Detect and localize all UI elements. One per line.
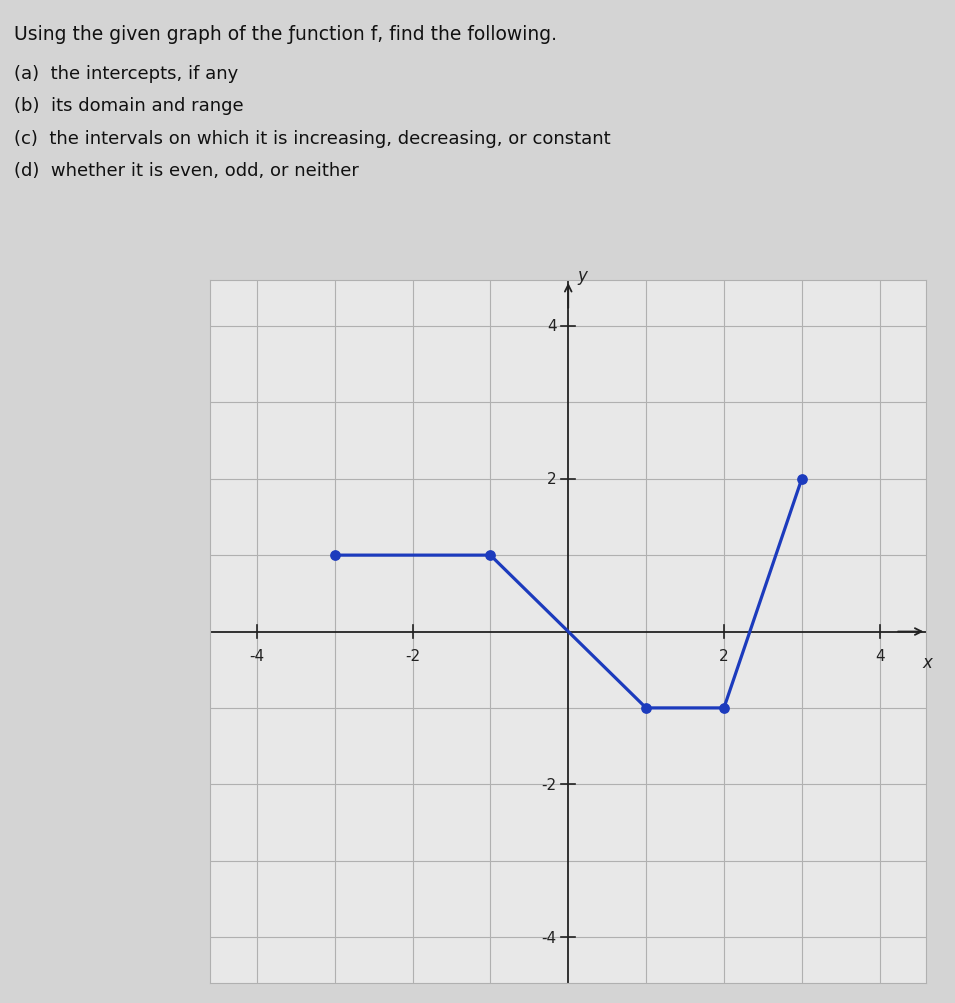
Text: Using the given graph of the ƒunction f, find the following.: Using the given graph of the ƒunction f,… xyxy=(14,25,558,44)
Point xyxy=(482,548,498,564)
Text: 2: 2 xyxy=(547,471,557,486)
Text: -4: -4 xyxy=(541,930,557,945)
Point xyxy=(716,700,732,716)
Text: (a)  the intercepts, if any: (a) the intercepts, if any xyxy=(14,65,239,83)
Text: -2: -2 xyxy=(405,649,420,664)
Text: 4: 4 xyxy=(547,319,557,334)
Point xyxy=(795,471,810,487)
Point xyxy=(639,700,654,716)
Text: y: y xyxy=(578,267,587,285)
Text: (c)  the intervals on which it is increasing, decreasing, or constant: (c) the intervals on which it is increas… xyxy=(14,129,611,147)
Text: (b)  its domain and range: (b) its domain and range xyxy=(14,97,244,115)
Point xyxy=(327,548,342,564)
Text: x: x xyxy=(923,653,932,671)
Text: -4: -4 xyxy=(249,649,265,664)
Text: 4: 4 xyxy=(875,649,884,664)
Text: (d)  whether it is even, odd, or neither: (d) whether it is even, odd, or neither xyxy=(14,161,359,180)
Text: -2: -2 xyxy=(541,777,557,792)
Text: 2: 2 xyxy=(719,649,729,664)
